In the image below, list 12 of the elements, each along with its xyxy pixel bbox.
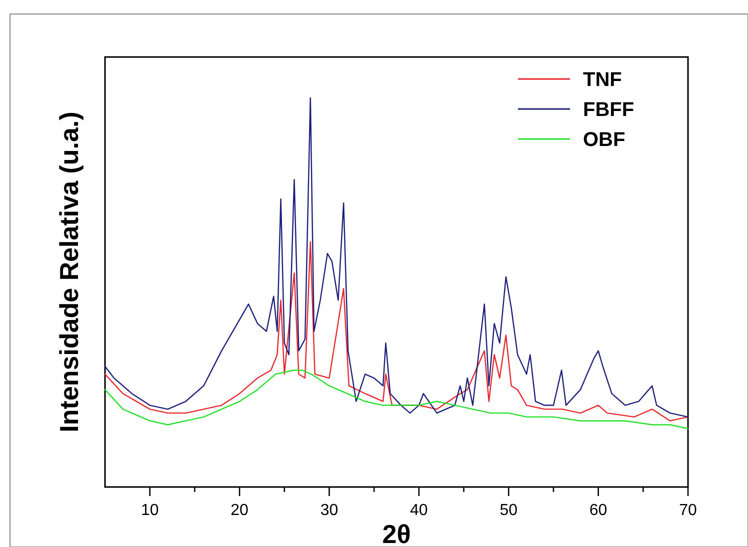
legend-label: OBF <box>583 129 626 151</box>
legend-label: TNF <box>583 69 622 91</box>
x-tick-label: 60 <box>589 502 608 519</box>
x-tick-label: 30 <box>320 502 338 519</box>
x-tick-label: 50 <box>500 502 518 519</box>
x-tick-label: 10 <box>140 502 159 519</box>
x-tick-label: 70 <box>679 502 697 519</box>
x-tick-label: 20 <box>230 502 249 519</box>
legend-label: FBFF <box>583 99 634 121</box>
y-axis-title: Intensidade Relativa (u.a.) <box>54 112 84 432</box>
x-tick-label: 40 <box>410 502 428 519</box>
x-axis-title: 2θ <box>382 519 411 547</box>
